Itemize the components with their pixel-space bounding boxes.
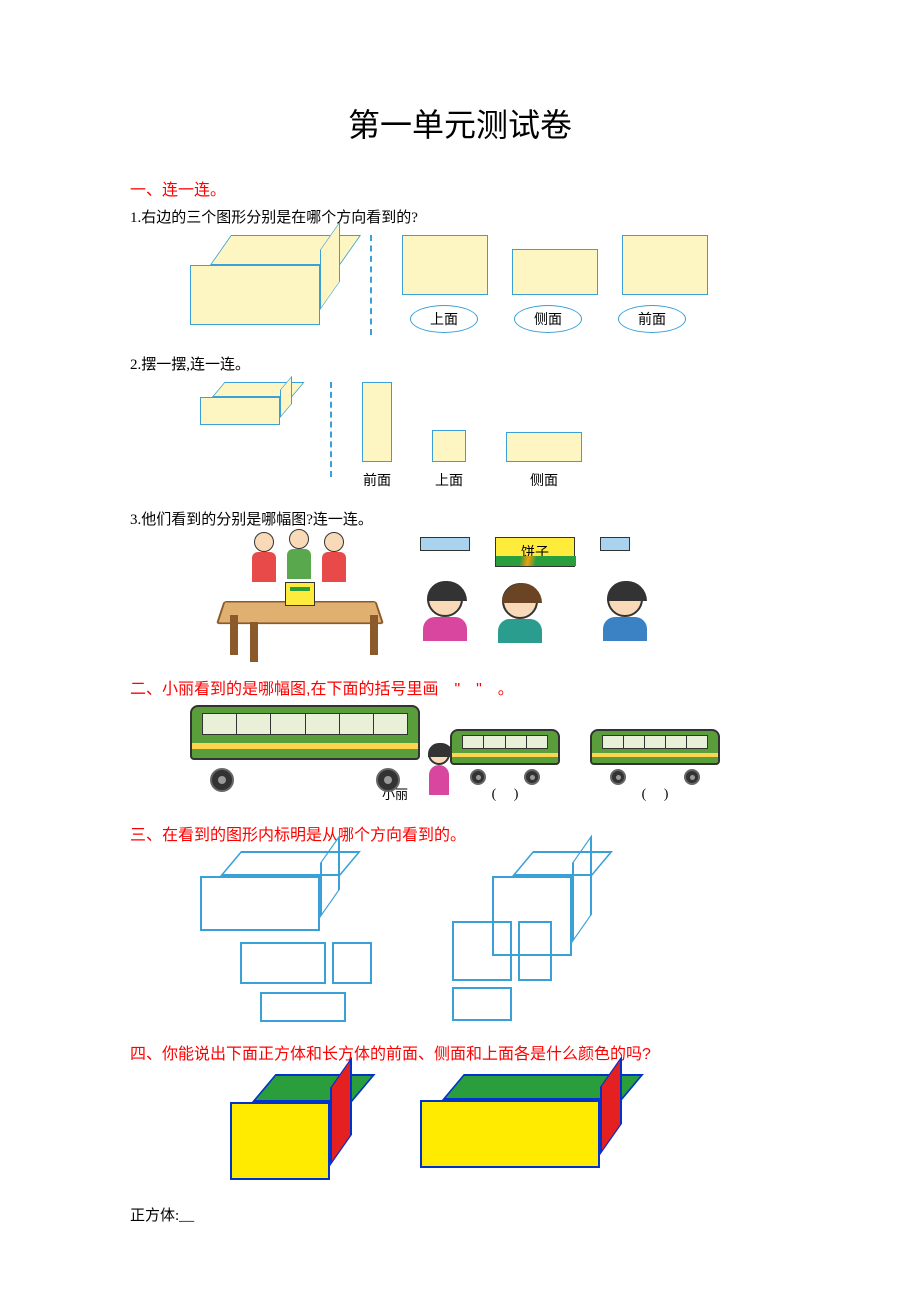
q1-label-top: 上面 xyxy=(410,305,478,333)
paren2[interactable]: ( ) xyxy=(590,783,720,803)
q3-child2 xyxy=(495,583,545,643)
question-3: 3.他们看到的分别是哪幅图?连一连。 饼子 xyxy=(130,508,790,657)
q3-scene xyxy=(200,537,400,657)
q3-biscuit: 饼子 xyxy=(495,537,575,567)
q1-label-side: 侧面 xyxy=(514,305,582,333)
q3-box1 xyxy=(420,537,470,551)
s3-l-view-a[interactable] xyxy=(240,942,326,984)
q1-view-a xyxy=(402,235,488,295)
section1-header: 一、连一连。 xyxy=(130,176,790,200)
section3-header: 三、在看到的图形内标明是从哪个方向看到的。 xyxy=(130,821,790,845)
q2-view-b xyxy=(432,430,466,462)
colored-cube xyxy=(230,1074,360,1184)
q1-view-b xyxy=(512,249,598,295)
bus-option1 xyxy=(450,729,560,777)
answer-cube[interactable]: 正方体:__ xyxy=(130,1204,790,1225)
q2-label-top: 上面 xyxy=(432,470,466,490)
question-1: 1.右边的三个图形分别是在哪个方向看到的? 上面 侧面 前面 xyxy=(130,206,790,335)
q2-label-side: 侧面 xyxy=(506,470,582,490)
page-title: 第一单元测试卷 xyxy=(130,100,790,146)
s3-cuboid2 xyxy=(492,851,592,961)
s3-r-view-c[interactable] xyxy=(452,987,512,1021)
section4-content: 正方体:__ xyxy=(130,1074,790,1225)
s3-cuboid1 xyxy=(200,851,340,936)
s3-l-view-c[interactable] xyxy=(260,992,346,1022)
q1-text: 1.右边的三个图形分别是在哪个方向看到的? xyxy=(130,206,790,227)
bus-option2 xyxy=(590,729,720,777)
q2-label-front: 前面 xyxy=(362,470,392,490)
q3-child1 xyxy=(420,581,470,641)
divider xyxy=(370,235,372,335)
q1-cuboid xyxy=(190,235,340,335)
section3-content xyxy=(130,851,790,1022)
q2-text: 2.摆一摆,连一连。 xyxy=(130,353,790,374)
section2-header: 二、小丽看到的是哪幅图,在下面的括号里画 " " 。 xyxy=(130,675,790,699)
q3-box2 xyxy=(600,537,630,551)
q2-cuboid xyxy=(200,382,300,432)
colored-cuboid xyxy=(420,1074,630,1174)
q2-view-a xyxy=(362,382,392,462)
q1-label-front: 前面 xyxy=(618,305,686,333)
section4-header: 四、你能说出下面正方体和长方体的前面、侧面和上面各是什么颜色的吗? xyxy=(130,1040,790,1064)
question-2: 2.摆一摆,连一连。 前面 上面 侧面 xyxy=(130,353,790,490)
s3-l-view-b[interactable] xyxy=(332,942,372,984)
section2-content: 小丽 ( ) ( ) xyxy=(130,705,790,803)
bus-main xyxy=(190,705,420,780)
q1-view-c xyxy=(622,235,708,295)
paren1[interactable]: ( ) xyxy=(450,783,560,803)
q3-text: 3.他们看到的分别是哪幅图?连一连。 xyxy=(130,508,790,529)
q3-child3 xyxy=(600,581,650,641)
divider xyxy=(330,382,332,477)
q2-view-c xyxy=(506,432,582,462)
